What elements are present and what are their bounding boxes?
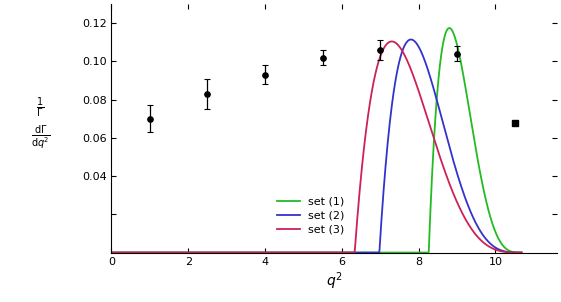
set (1) xyxy=(108,251,115,254)
Y-axis label: $\frac{1}{\Gamma}$
$\frac{\mathrm{d}\Gamma}{\mathrm{d}q^2}$: $\frac{1}{\Gamma}$ $\frac{\mathrm{d}\Gam… xyxy=(30,96,50,151)
set (1) xyxy=(150,251,157,254)
Line: set (3): set (3) xyxy=(112,41,522,252)
set (3) xyxy=(388,40,395,43)
set (2) xyxy=(108,251,115,254)
set (1) xyxy=(435,76,442,79)
set (3) xyxy=(289,251,296,254)
set (2) xyxy=(408,38,415,41)
set (2) xyxy=(274,251,280,254)
set (2) xyxy=(390,95,397,98)
set (3) xyxy=(436,152,443,156)
set (2) xyxy=(428,80,435,84)
set (3) xyxy=(108,251,115,254)
set (3) xyxy=(428,130,435,133)
Line: set (2): set (2) xyxy=(112,40,522,252)
set (1) xyxy=(518,251,525,254)
set (3) xyxy=(274,251,280,254)
set (1) xyxy=(274,251,280,254)
set (2) xyxy=(289,251,296,254)
set (2) xyxy=(518,251,525,254)
set (1) xyxy=(446,26,453,30)
set (2) xyxy=(150,251,157,254)
X-axis label: $q^2$: $q^2$ xyxy=(326,270,343,292)
set (2) xyxy=(436,106,443,110)
set (3) xyxy=(150,251,157,254)
set (3) xyxy=(390,40,397,43)
set (1) xyxy=(390,251,397,254)
set (1) xyxy=(289,251,296,254)
Line: set (1): set (1) xyxy=(112,28,522,252)
set (1) xyxy=(428,191,435,195)
set (3) xyxy=(518,251,525,254)
Legend: set (1), set (2), set (3): set (1), set (2), set (3) xyxy=(277,197,345,235)
